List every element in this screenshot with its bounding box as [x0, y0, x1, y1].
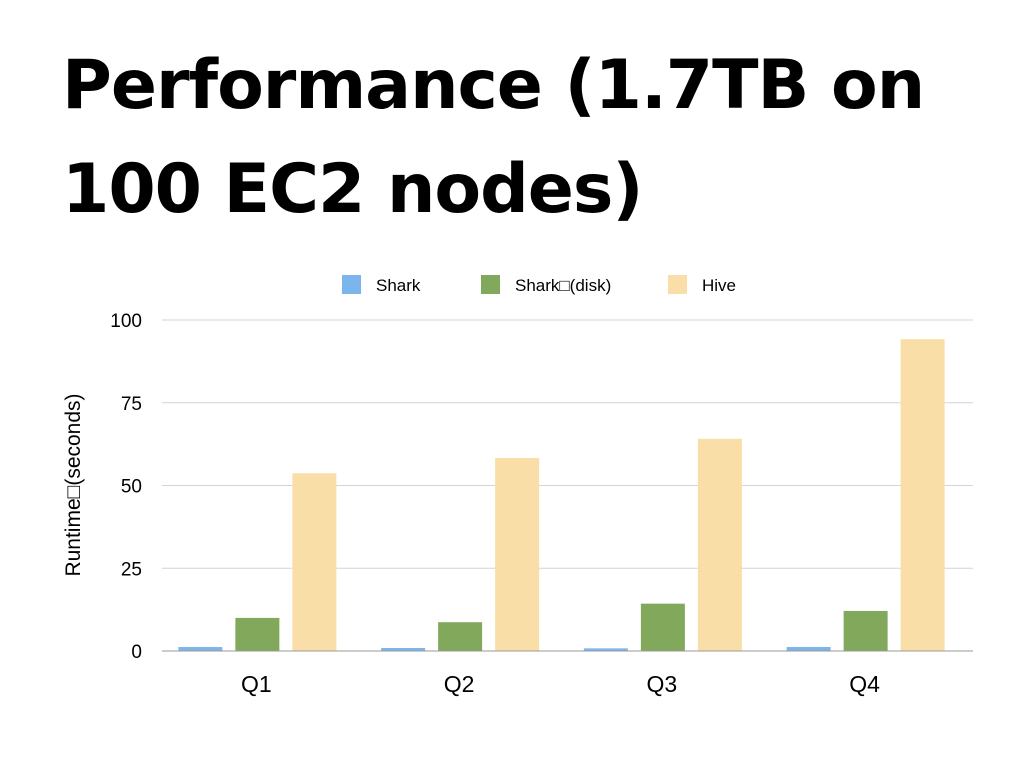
y-tick-label: 50 [121, 477, 142, 498]
x-axis-categories: Q1 Q2 Q3 Q4 [241, 671, 880, 697]
y-tick-label: 75 [121, 394, 142, 415]
legend-swatch [342, 275, 361, 294]
legend-label: Shark□(disk) [515, 276, 611, 295]
x-category-label: Q2 [444, 671, 475, 697]
x-category-label: Q1 [241, 671, 272, 697]
legend-swatch [481, 275, 500, 294]
legend-swatch [668, 275, 687, 294]
chart-legend: Shark Shark□(disk) Hive [342, 275, 736, 295]
chart-gridlines [162, 319, 973, 569]
y-tick-label: 0 [131, 642, 142, 663]
x-category-label: Q4 [849, 671, 880, 697]
legend-label: Hive [702, 276, 736, 295]
bar-q1-2 [292, 473, 337, 651]
bar-q4-0 [786, 647, 831, 651]
x-category-label: Q3 [647, 671, 678, 697]
bar-q4-2 [900, 339, 945, 651]
bar-q3-2 [697, 438, 742, 651]
bar-q3-0 [583, 648, 628, 651]
bar-q2-0 [381, 648, 426, 651]
bar-q1-1 [235, 617, 280, 651]
bar-q2-2 [495, 458, 540, 651]
y-tick-label: 25 [121, 559, 142, 580]
bar-q4-1 [843, 610, 888, 651]
bar-q2-1 [438, 622, 483, 651]
bar-q1-0 [178, 647, 223, 651]
chart-bars [178, 339, 945, 651]
bar-q3-1 [640, 603, 685, 651]
slide-title: Performance (1.7TB on 100 EC2 nodes) [62, 46, 925, 229]
y-axis-label: Runtime□(seconds) [62, 393, 85, 576]
legend-label: Shark [376, 276, 421, 295]
y-tick-label: 100 [110, 311, 142, 332]
y-axis-ticks: 0 25 50 75 100 [110, 311, 142, 663]
